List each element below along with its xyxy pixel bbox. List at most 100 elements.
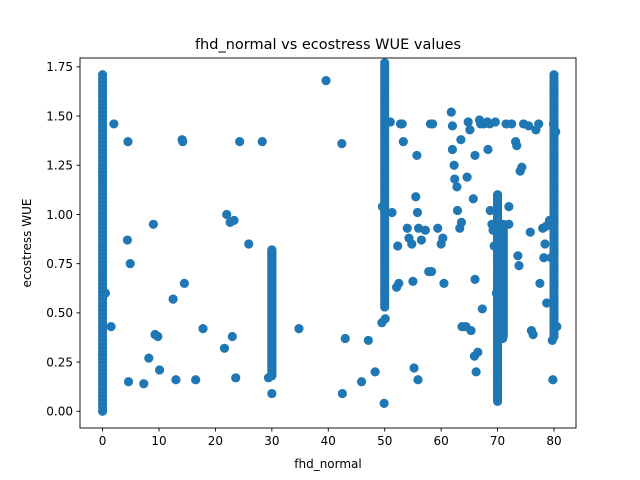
data-point xyxy=(412,207,423,218)
data-point xyxy=(178,137,188,147)
data-point xyxy=(408,276,418,286)
data-point xyxy=(409,363,419,373)
data-point xyxy=(540,239,550,249)
data-point xyxy=(397,119,407,129)
data-point xyxy=(387,207,397,218)
data-point xyxy=(420,225,430,235)
data-point xyxy=(267,388,277,399)
data-point xyxy=(504,219,514,229)
data-point xyxy=(398,137,408,147)
data-point xyxy=(139,379,149,389)
data-point xyxy=(154,365,165,375)
data-point xyxy=(438,233,448,243)
data-point xyxy=(477,304,487,314)
data-point xyxy=(465,125,475,135)
data-point xyxy=(412,150,422,161)
data-point xyxy=(489,241,499,251)
data-point xyxy=(548,375,558,385)
data-point xyxy=(407,239,417,249)
data-point xyxy=(227,331,237,342)
data-point xyxy=(507,119,517,129)
y-tick-label: 1.00 xyxy=(46,208,73,222)
data-point xyxy=(462,172,472,182)
chart-title: fhd_normal vs ecostress WUE values xyxy=(195,37,461,53)
data-point xyxy=(168,294,178,304)
data-point xyxy=(394,278,404,288)
data-point xyxy=(153,331,163,342)
data-point xyxy=(498,333,508,344)
data-point xyxy=(446,107,456,117)
data-point xyxy=(544,215,555,225)
data-point xyxy=(504,201,514,212)
data-point xyxy=(321,76,331,86)
x-tick-label: 20 xyxy=(208,434,223,448)
x-tick-label: 70 xyxy=(490,434,505,448)
data-point xyxy=(473,347,483,357)
data-point xyxy=(385,117,395,127)
data-point xyxy=(542,298,552,308)
y-tick-label: 0.50 xyxy=(46,306,73,320)
data-point xyxy=(525,227,535,237)
data-point xyxy=(528,329,538,340)
data-points xyxy=(97,58,562,416)
data-point xyxy=(235,137,245,147)
x-tick-label: 80 xyxy=(546,434,561,448)
data-point xyxy=(413,375,423,385)
data-point xyxy=(470,274,480,285)
data-point xyxy=(97,70,108,80)
x-tick-label: 40 xyxy=(321,434,336,448)
data-point xyxy=(551,127,561,137)
data-point xyxy=(229,215,239,225)
data-point xyxy=(125,259,135,269)
data-point xyxy=(379,398,389,408)
x-tick-label: 50 xyxy=(377,434,392,448)
data-point xyxy=(191,375,201,385)
data-point xyxy=(447,121,458,131)
data-point xyxy=(452,205,463,216)
data-point xyxy=(428,119,438,129)
x-tick-label: 60 xyxy=(433,434,448,448)
data-point xyxy=(122,235,133,245)
data-point xyxy=(456,217,467,227)
data-point xyxy=(517,162,527,172)
x-axis-label: fhd_normal xyxy=(294,457,362,471)
data-point xyxy=(449,160,459,170)
data-point xyxy=(513,251,523,261)
data-point xyxy=(547,335,557,346)
y-axis: 0.00 0.25 0.50 0.75 1.00 1.25 1.50 1.75 xyxy=(46,60,80,419)
data-point xyxy=(483,144,493,155)
y-tick-label: 1.25 xyxy=(46,159,73,173)
y-tick-label: 0.25 xyxy=(46,355,73,369)
data-point xyxy=(267,245,277,255)
data-point xyxy=(452,182,462,192)
data-point xyxy=(534,119,544,129)
data-point xyxy=(148,219,158,229)
data-point xyxy=(468,194,478,204)
y-axis-label: ecostress WUE xyxy=(20,199,34,288)
data-point xyxy=(377,201,388,212)
data-point xyxy=(447,144,458,155)
y-tick-label: 1.75 xyxy=(46,60,73,74)
data-point xyxy=(106,322,116,332)
data-point xyxy=(491,288,502,298)
data-point xyxy=(340,333,350,344)
data-point xyxy=(416,235,426,245)
data-point xyxy=(411,192,421,202)
data-point xyxy=(393,241,403,251)
y-tick-label: 0.75 xyxy=(46,257,73,271)
data-point xyxy=(337,388,347,399)
data-point xyxy=(222,209,232,220)
data-point xyxy=(144,353,154,363)
data-point xyxy=(523,121,534,131)
data-point xyxy=(337,139,347,149)
data-point xyxy=(456,135,466,145)
data-point xyxy=(380,58,390,68)
data-point xyxy=(546,253,556,263)
data-point xyxy=(219,343,230,353)
data-point xyxy=(356,377,367,387)
y-tick-label: 1.50 xyxy=(46,109,73,123)
x-tick-label: 10 xyxy=(151,434,166,448)
data-point xyxy=(488,225,498,235)
data-point xyxy=(490,117,500,127)
data-point xyxy=(470,150,480,161)
